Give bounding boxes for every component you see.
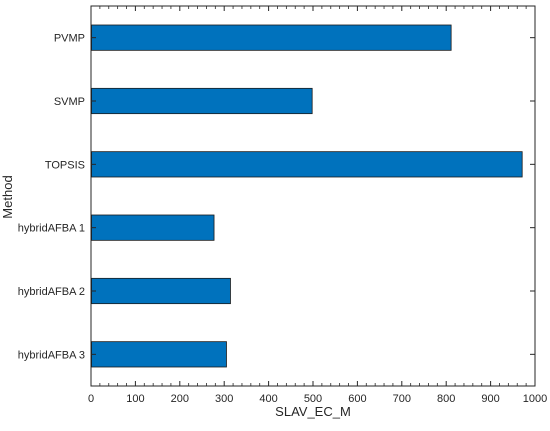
x-tick-label: 100 bbox=[126, 393, 144, 405]
y-axis: PVMP SVMP TOPSIS hybridAFBA 1 hybridAFBA 2 hy… bbox=[18, 33, 535, 361]
x-tick-label: 600 bbox=[348, 393, 366, 405]
x-tick-label: 1000 bbox=[523, 393, 547, 405]
y-tick-label: SVMP bbox=[54, 96, 85, 108]
y-tick-label: hybridAFBA 2 bbox=[18, 286, 85, 298]
y-tick-label: TOPSIS bbox=[45, 159, 85, 171]
x-axis-label: SLAV_EC_M bbox=[275, 404, 351, 419]
plot-frame bbox=[90, 5, 536, 387]
y-axis-label: Method bbox=[0, 175, 15, 218]
bar bbox=[91, 24, 452, 51]
bar bbox=[91, 341, 227, 368]
x-tick-label: 500 bbox=[304, 393, 322, 405]
x-tick-label: 800 bbox=[437, 393, 455, 405]
y-tick-label: PVMP bbox=[54, 33, 85, 45]
x-tick-label: 200 bbox=[171, 393, 189, 405]
y-tick-label: hybridAFBA 1 bbox=[18, 223, 85, 235]
y-tick-label: hybridAFBA 3 bbox=[18, 349, 85, 361]
x-axis: 0 100 200 300 400 500 600 700 800 900 1000 bbox=[88, 6, 547, 405]
bar bbox=[91, 151, 523, 178]
bar bbox=[91, 87, 313, 115]
x-tick-label: 700 bbox=[393, 393, 411, 405]
bar bbox=[91, 214, 215, 241]
bar bbox=[91, 277, 231, 305]
x-tick-label: 900 bbox=[481, 393, 499, 405]
x-tick-label: 300 bbox=[215, 393, 233, 405]
x-tick-label: 0 bbox=[88, 393, 94, 405]
x-tick-label: 400 bbox=[259, 393, 277, 405]
plot-area bbox=[90, 5, 536, 387]
